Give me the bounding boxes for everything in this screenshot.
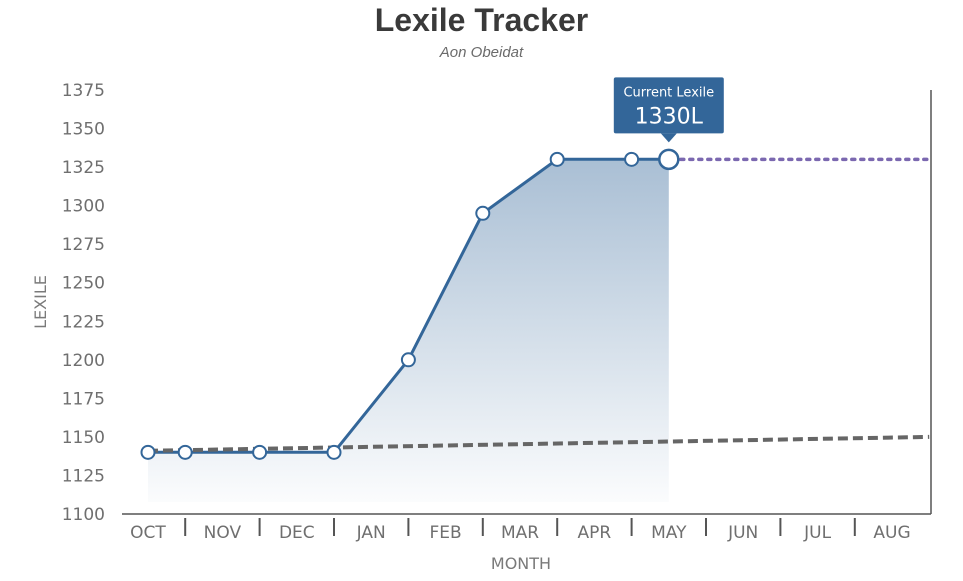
- x-tick-label: JUL: [803, 523, 831, 543]
- trend-line: [147, 434, 930, 453]
- x-tick-label: JAN: [356, 523, 386, 543]
- lexile-point: [475, 205, 491, 221]
- current-lexile-point: [658, 148, 680, 171]
- lexile-point: [400, 352, 416, 368]
- x-tick-label: NOV: [204, 523, 242, 543]
- y-tick-label: 1200: [62, 351, 105, 371]
- y-tick-label: 1175: [62, 389, 105, 409]
- x-tick-label: FEB: [430, 523, 462, 543]
- x-axis-title: MONTH: [491, 554, 551, 573]
- lexile-point: [326, 444, 342, 460]
- y-tick-label: 1225: [62, 312, 105, 332]
- chart-subtitle: Aon Obeidat: [439, 44, 524, 61]
- lexile-point: [549, 151, 565, 167]
- chart-title: Lexile Tracker: [374, 2, 589, 38]
- y-axis-title: LEXILE: [31, 275, 50, 329]
- tooltip-box: [613, 77, 724, 134]
- y-tick-label: 1250: [62, 274, 105, 294]
- lexile-point: [140, 444, 156, 460]
- x-tick-label: MAY: [651, 523, 687, 543]
- y-tick-label: 1125: [62, 466, 105, 486]
- x-tick-label: DEC: [279, 523, 315, 543]
- y-tick-label: 1100: [62, 505, 105, 525]
- x-tick-label: MAR: [501, 523, 539, 543]
- x-tick-label: AUG: [873, 523, 910, 543]
- y-tick-label: 1300: [62, 197, 105, 217]
- y-tick-label: 1325: [62, 158, 105, 178]
- y-tick-label: 1275: [62, 235, 105, 255]
- lexile-point: [177, 444, 193, 460]
- lexile-area: [148, 159, 669, 503]
- y-tick-label: 1350: [62, 120, 105, 140]
- x-tick-label: JUN: [727, 523, 758, 543]
- lexile-point: [252, 444, 268, 460]
- x-tick-label: APR: [578, 523, 612, 543]
- y-tick-label: 1375: [62, 81, 105, 101]
- tooltip-pointer: [660, 133, 677, 143]
- tooltip-label: Current Lexile: [623, 85, 714, 100]
- x-tick-label: OCT: [130, 523, 166, 543]
- lexile-point: [624, 151, 640, 167]
- y-tick-label: 1150: [62, 428, 105, 448]
- tooltip-value: 1330L: [635, 104, 704, 129]
